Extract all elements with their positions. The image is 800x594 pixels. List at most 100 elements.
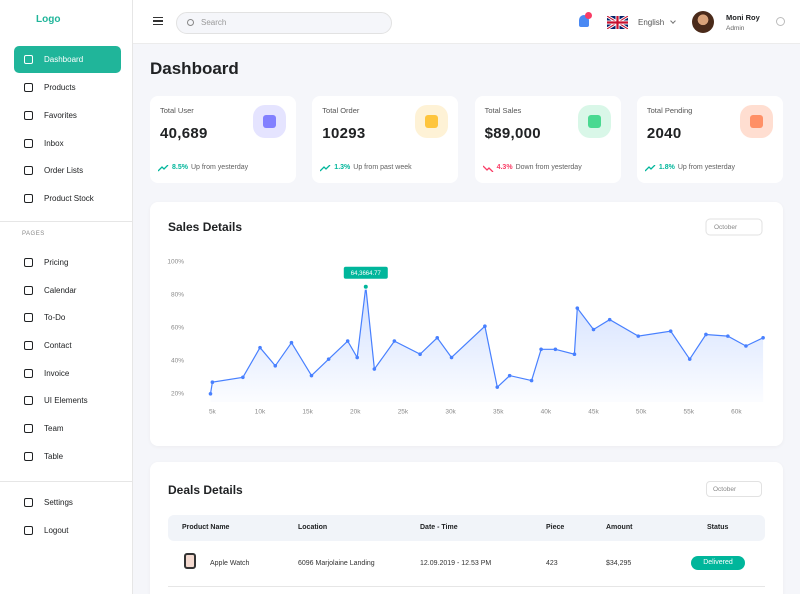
point <box>591 327 596 332</box>
deals-card: Deals Details October Product Name Locati… <box>150 462 783 594</box>
point <box>309 373 314 378</box>
table-column-header: Product Name <box>182 524 230 531</box>
point <box>210 380 215 385</box>
menu-item[interactable]: Team <box>14 415 121 442</box>
menu-item[interactable]: Pricing <box>14 249 121 276</box>
menu-item[interactable]: Calendar <box>14 277 121 304</box>
trend-icon <box>158 165 169 172</box>
y-tick-label: 40% <box>171 358 184 365</box>
chart-filter-box[interactable] <box>705 218 763 236</box>
section-title: PAGES <box>22 231 45 237</box>
avatar[interactable] <box>692 11 714 33</box>
stat-label: Total Order <box>322 106 360 115</box>
point <box>704 332 708 337</box>
menu-item[interactable]: Logout <box>14 517 121 544</box>
menu-icon <box>24 286 33 295</box>
stat-icon-glyph <box>749 115 763 128</box>
menu-item[interactable]: Settings <box>14 489 121 516</box>
search-placeholder: Search <box>201 18 227 27</box>
point <box>726 334 730 338</box>
language[interactable]: English <box>638 18 665 27</box>
logo[interactable]: Logo <box>36 14 61 25</box>
point <box>495 385 500 389</box>
point <box>575 306 580 310</box>
page-title: Dashboard <box>150 59 239 78</box>
menu-icon <box>24 111 33 120</box>
table-column-header: Amount <box>606 524 633 531</box>
point <box>392 339 397 343</box>
point <box>258 345 262 350</box>
notification-bell[interactable] <box>579 15 589 27</box>
x-tick-label: 10k <box>255 409 266 416</box>
x-tick-label: 15k <box>302 409 313 416</box>
stat-value: 2040 <box>646 125 682 142</box>
trend-icon <box>320 165 331 172</box>
x-tick-label: 55k <box>684 409 695 416</box>
status-badge: Delivered <box>691 556 745 570</box>
point <box>372 367 377 371</box>
menu-item[interactable]: Favorites <box>14 102 121 129</box>
stat-icon <box>415 105 449 138</box>
point <box>208 391 213 396</box>
stat-label: Total Pending <box>646 106 693 115</box>
menu-icon <box>24 139 33 148</box>
divider <box>0 221 133 222</box>
trend-text: Up from past week <box>353 164 412 171</box>
menu-item[interactable]: UI Elements <box>14 387 121 414</box>
x-tick-label: 45k <box>588 409 599 416</box>
user-role: Admin <box>726 25 745 32</box>
deals-filter[interactable]: October <box>706 481 762 497</box>
stat-card: Total Order 10293 1.3% Up from past week <box>312 96 459 183</box>
menu-item[interactable]: Table <box>14 443 121 470</box>
flag[interactable] <box>607 16 628 29</box>
menu-toggle[interactable] <box>153 17 163 25</box>
menu-icon <box>24 396 33 405</box>
stat-value: 40,689 <box>160 125 208 142</box>
menu-icon <box>24 369 33 378</box>
stat-icon-glyph <box>425 115 439 128</box>
menu-icon <box>24 313 33 322</box>
menu-item[interactable]: Invoice <box>14 360 121 387</box>
menu-item[interactable]: Product Stock <box>14 185 121 212</box>
trend: 1.3% Up from past week <box>334 164 411 171</box>
search-box[interactable]: Search <box>176 12 392 34</box>
menu-item[interactable]: Inbox <box>14 130 121 157</box>
table-column-header: Location <box>298 524 328 531</box>
menu-item[interactable]: Contact <box>14 332 121 359</box>
point <box>687 357 692 361</box>
menu-item[interactable]: To-Do <box>14 304 121 331</box>
menu-item[interactable]: Order Lists <box>14 157 121 184</box>
y-tick-label: 100% <box>167 259 184 266</box>
table-cell: 12.09.2019 - 12.53 PM <box>420 560 492 567</box>
menu-label: Pricing <box>44 258 69 267</box>
search-icon <box>187 19 194 26</box>
menu-item[interactable]: Products <box>14 74 121 101</box>
menu-label: Favorites <box>44 111 77 120</box>
trend: 4.3% Down from yesterday <box>497 164 582 171</box>
table-column-header: Date - Time <box>420 524 458 531</box>
point <box>418 352 422 357</box>
y-tick-label: 80% <box>171 292 184 299</box>
menu-label: UI Elements <box>44 396 88 405</box>
annotation-point <box>362 283 369 290</box>
annotation-box <box>343 266 388 279</box>
menu-icon <box>24 341 33 350</box>
menu-item[interactable]: Dashboard <box>14 46 121 73</box>
product-thumb <box>184 553 196 569</box>
stat-value: 10293 <box>322 125 366 142</box>
menu-label: Invoice <box>44 369 70 378</box>
point <box>607 317 612 322</box>
chart-filter: October <box>714 224 738 231</box>
point <box>668 329 673 333</box>
point <box>435 335 440 340</box>
notification-badge <box>585 12 592 19</box>
user-name: Moni Roy <box>726 13 760 22</box>
menu-label: Logout <box>44 526 69 535</box>
point <box>553 347 558 352</box>
profile-menu[interactable] <box>776 17 785 26</box>
menu-icon <box>24 55 33 64</box>
menu-icon <box>24 424 33 433</box>
trend: 8.5% Up from yesterday <box>172 164 248 171</box>
menu-label: Settings <box>44 498 73 507</box>
